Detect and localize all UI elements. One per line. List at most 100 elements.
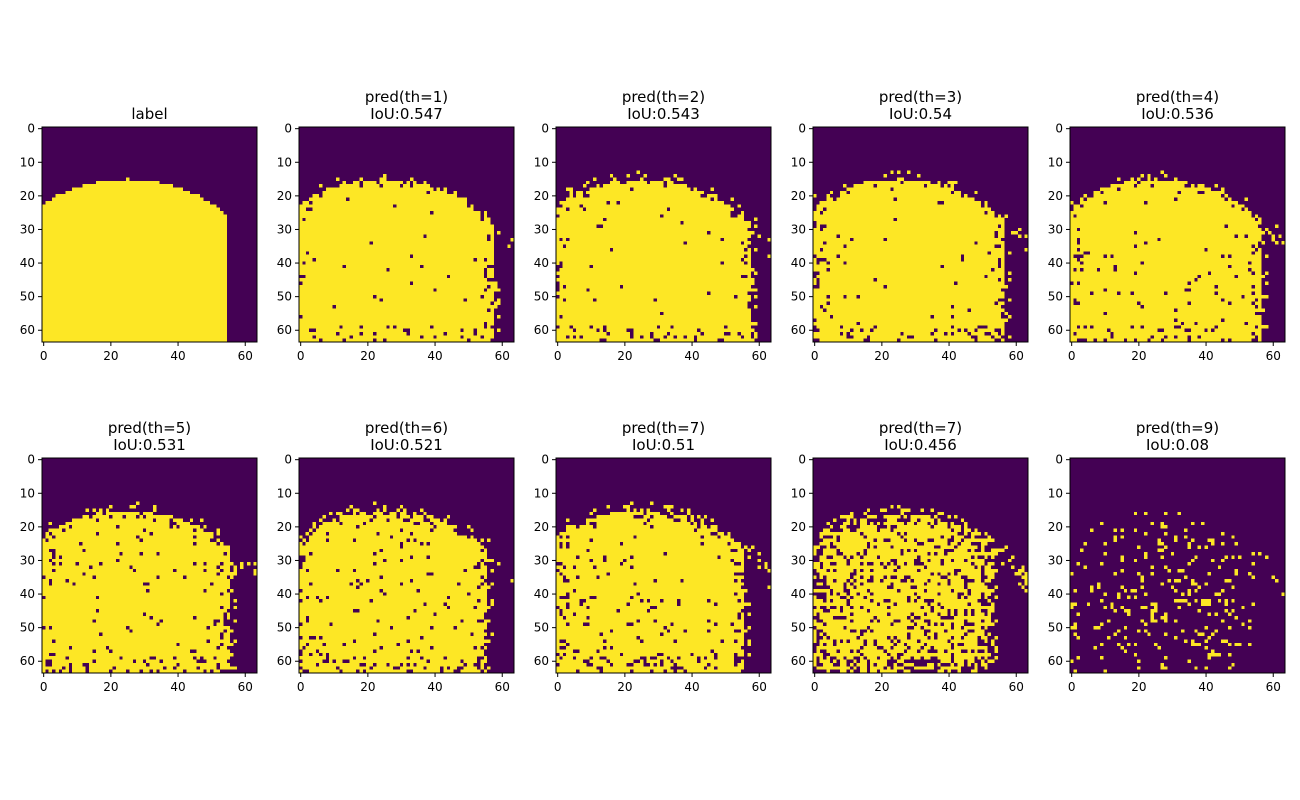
panel-5: 0 20 40 60 0 10 20 30 40 50 60 pred(th=5) IoU:0.531 — [20, 419, 258, 694]
panel-subtitle: IoU:0.536 — [1141, 105, 1214, 123]
y-tick-label: 10 — [1048, 155, 1063, 169]
axes-frame — [298, 126, 515, 343]
y-tick-label: 50 — [20, 290, 35, 304]
panel-title: pred(th=2) — [622, 88, 705, 106]
mask-pixels — [556, 170, 772, 343]
x-tick-label: 20 — [103, 680, 118, 694]
panel-subtitle: IoU:0.08 — [1146, 436, 1209, 454]
panel-0: 0 20 40 60 0 10 20 30 40 50 60 label — [20, 105, 258, 363]
y-tick-label: 40 — [791, 256, 806, 270]
y-tick-label: 20 — [1048, 520, 1063, 534]
y-tick-label: 0 — [284, 122, 292, 136]
axes-frame — [41, 457, 258, 674]
x-tick-label: 0 — [554, 349, 562, 363]
x-tick-label: 0 — [1068, 349, 1076, 363]
panel-subtitle: IoU:0.456 — [884, 436, 957, 454]
x-tick-label: 40 — [941, 680, 956, 694]
panel-subtitle: IoU:0.54 — [889, 105, 952, 123]
y-tick-label: 20 — [534, 189, 549, 203]
y-tick-label: 60 — [1048, 323, 1063, 337]
y-tick-label: 40 — [20, 256, 35, 270]
y-tick-label: 0 — [1055, 122, 1063, 136]
y-tick-label: 0 — [798, 453, 806, 467]
x-tick-label: 0 — [811, 349, 819, 363]
x-tick-label: 60 — [1009, 349, 1024, 363]
panel-6: 0 20 40 60 0 10 20 30 40 50 60 pred(th=6) IoU:0.521 — [277, 419, 515, 694]
mask-pixels — [299, 501, 515, 674]
y-tick-label: 40 — [534, 587, 549, 601]
y-tick-label: 0 — [27, 453, 35, 467]
y-tick-label: 40 — [20, 587, 35, 601]
y-tick-label: 0 — [27, 122, 35, 136]
y-tick-label: 40 — [277, 256, 292, 270]
mask-pixels — [1070, 170, 1286, 343]
x-tick-label: 60 — [495, 680, 510, 694]
y-tick-label: 40 — [277, 587, 292, 601]
mask-pixels — [42, 501, 258, 674]
x-tick-label: 60 — [1266, 680, 1281, 694]
x-tick-label: 20 — [617, 680, 632, 694]
y-tick-label: 30 — [791, 222, 806, 236]
y-tick-label: 60 — [277, 323, 292, 337]
y-tick-label: 20 — [277, 520, 292, 534]
x-tick-label: 20 — [103, 349, 118, 363]
y-tick-label: 50 — [534, 621, 549, 635]
y-tick-label: 20 — [20, 189, 35, 203]
y-tick-label: 60 — [534, 323, 549, 337]
y-tick-label: 40 — [1048, 256, 1063, 270]
y-tick-label: 60 — [534, 654, 549, 668]
panel-subtitle: IoU:0.531 — [113, 436, 186, 454]
panel-3: 0 20 40 60 0 10 20 30 40 50 60 pred(th=3) IoU:0.54 — [791, 88, 1029, 363]
axes-frame — [1069, 126, 1286, 343]
axes-frame — [1069, 457, 1286, 674]
x-tick-label: 40 — [427, 349, 442, 363]
y-tick-label: 10 — [277, 486, 292, 500]
y-tick-label: 0 — [541, 453, 549, 467]
y-tick-label: 50 — [277, 621, 292, 635]
x-tick-label: 60 — [1266, 349, 1281, 363]
y-tick-label: 20 — [277, 189, 292, 203]
x-tick-label: 60 — [238, 349, 253, 363]
x-tick-label: 0 — [297, 349, 305, 363]
x-tick-label: 40 — [684, 349, 699, 363]
y-tick-label: 50 — [791, 621, 806, 635]
y-tick-label: 0 — [798, 122, 806, 136]
y-tick-label: 20 — [534, 520, 549, 534]
axes-frame — [812, 457, 1029, 674]
y-tick-label: 30 — [20, 553, 35, 567]
x-tick-label: 40 — [1198, 680, 1213, 694]
x-tick-label: 20 — [874, 680, 889, 694]
panel-7: 0 20 40 60 0 10 20 30 40 50 60 pred(th=7) IoU:0.51 — [534, 419, 772, 694]
y-tick-label: 50 — [534, 290, 549, 304]
x-tick-label: 60 — [752, 680, 767, 694]
y-tick-label: 50 — [791, 290, 806, 304]
panel-2: 0 20 40 60 0 10 20 30 40 50 60 pred(th=2) IoU:0.543 — [534, 88, 772, 363]
x-tick-label: 40 — [427, 680, 442, 694]
panel-title: pred(th=6) — [365, 419, 448, 437]
panel-subtitle: IoU:0.547 — [370, 105, 443, 123]
y-tick-label: 30 — [277, 553, 292, 567]
y-tick-label: 40 — [791, 587, 806, 601]
y-tick-label: 50 — [277, 290, 292, 304]
panel-subtitle: IoU:0.521 — [370, 436, 443, 454]
y-tick-label: 60 — [20, 323, 35, 337]
y-tick-label: 30 — [534, 222, 549, 236]
x-tick-label: 0 — [811, 680, 819, 694]
axes-frame — [298, 457, 515, 674]
y-tick-label: 20 — [20, 520, 35, 534]
x-tick-label: 60 — [495, 349, 510, 363]
y-tick-label: 30 — [277, 222, 292, 236]
mask-pixels — [813, 505, 1029, 674]
x-tick-label: 40 — [684, 680, 699, 694]
y-tick-label: 20 — [1048, 189, 1063, 203]
x-tick-label: 60 — [752, 349, 767, 363]
y-tick-label: 60 — [791, 654, 806, 668]
y-tick-label: 60 — [791, 323, 806, 337]
panel-subtitle: IoU:0.51 — [632, 436, 695, 454]
x-tick-label: 20 — [617, 349, 632, 363]
y-tick-label: 10 — [534, 486, 549, 500]
x-tick-label: 0 — [40, 349, 48, 363]
y-tick-label: 30 — [20, 222, 35, 236]
x-tick-label: 40 — [170, 349, 185, 363]
mask-pixels — [42, 177, 227, 343]
